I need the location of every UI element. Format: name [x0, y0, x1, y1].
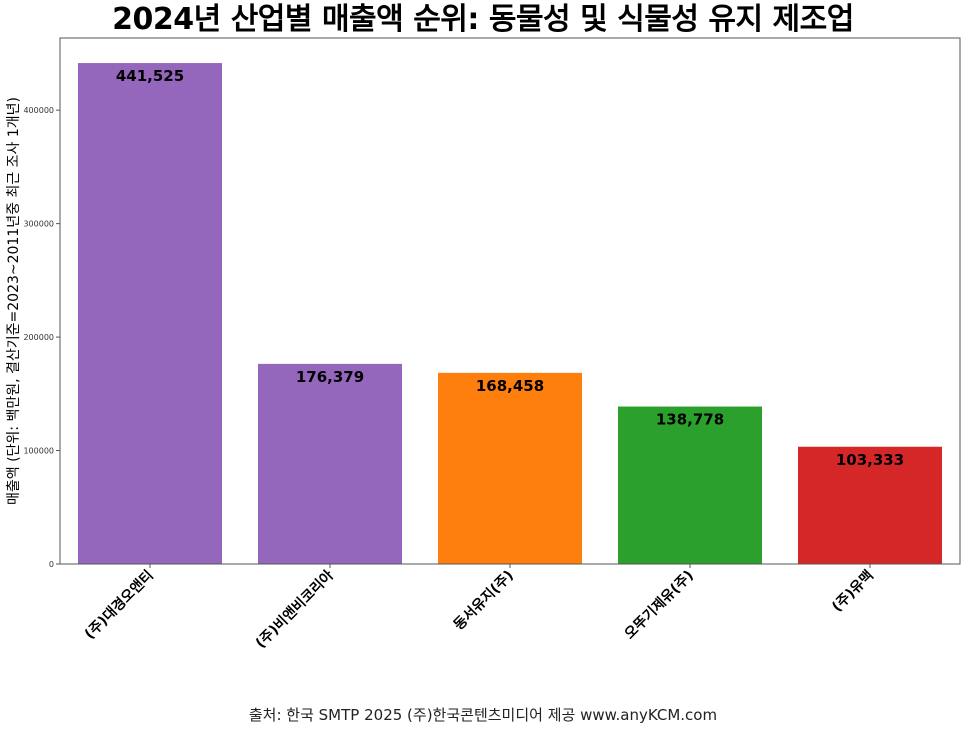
bar-value-label-3: 168,458 — [476, 377, 544, 395]
y-tick-label-5: 400000 — [23, 106, 54, 115]
x-tick-label-1: (주)대경오앤티 — [81, 567, 157, 643]
y-axis: 0 100000 200000 300000 400000 — [23, 106, 60, 569]
bar-1 — [78, 63, 222, 564]
bar-value-label-2: 176,379 — [296, 368, 364, 386]
source-note: 출처: 한국 SMTP 2025 (주)한국콘텐츠미디어 제공 www.anyK… — [248, 706, 718, 724]
x-tick-label-3: 동서유지(주) — [451, 568, 517, 634]
x-tick-label-5: (주)유맥 — [828, 567, 876, 615]
chart-title: 2024년 산업별 매출액 순위: 동물성 및 식물성 유지 제조업 — [112, 2, 854, 37]
bars-layer — [78, 63, 942, 564]
y-tick-label-4: 300000 — [23, 220, 54, 229]
bar-value-label-5: 103,333 — [836, 451, 904, 469]
y-tick-label-3: 200000 — [23, 333, 54, 342]
bar-5 — [798, 446, 942, 564]
bar-4 — [618, 406, 762, 564]
y-tick-label-2: 100000 — [23, 447, 54, 456]
bar-3 — [438, 372, 582, 564]
y-tick-label-1: 0 — [49, 560, 54, 569]
bar-2 — [258, 363, 402, 564]
bar-value-label-1: 441,525 — [116, 67, 184, 85]
y-axis-label: 매출액 (단위: 백만원, 결산기준=2023~2011년중 최근 조사 1개년… — [6, 97, 22, 505]
x-tick-label-4: 오뚜기제유(주) — [622, 568, 697, 643]
x-axis: (주)대경오앤티 (주)비앤비코리아 동서유지(주) 오뚜기제유(주) (주)유맥 — [81, 564, 877, 652]
value-labels-layer: 441,525 176,379 168,458 138,778 103,333 — [116, 67, 904, 469]
bar-value-label-4: 138,778 — [656, 411, 724, 429]
x-tick-label-2: (주)비앤비코리아 — [252, 567, 337, 652]
